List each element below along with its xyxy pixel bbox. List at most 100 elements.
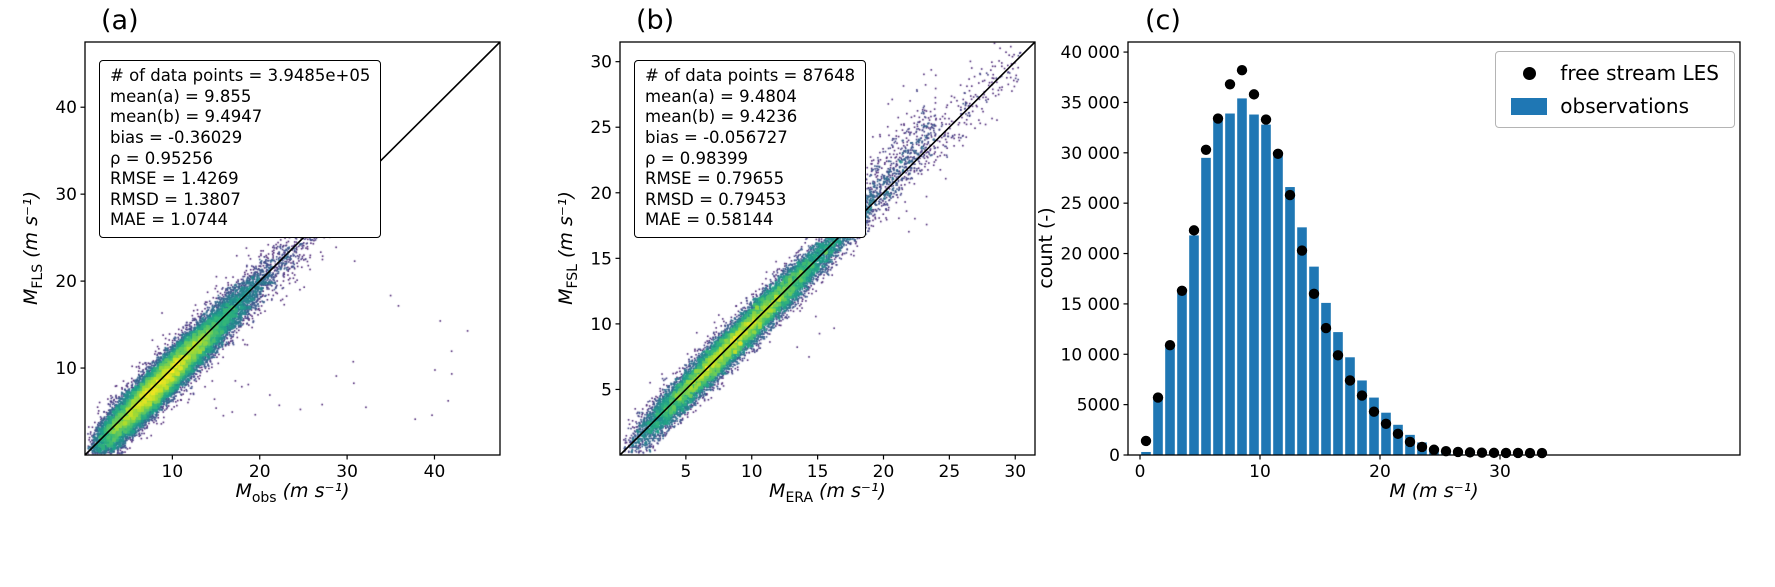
axes-frame: [619, 41, 1036, 456]
axes-frame: [84, 41, 501, 456]
histogram-dot: [1284, 189, 1296, 201]
histogram-bar: [1141, 451, 1151, 455]
histogram-bar: [1321, 302, 1331, 455]
histogram-bar: [1201, 157, 1211, 455]
axis-sub: FSL: [564, 264, 581, 289]
histogram-dot: [1356, 390, 1368, 401]
stats-line: # of data points = 3.9485e+05: [110, 66, 371, 85]
histogram-dot: [1524, 447, 1536, 459]
x-tick-label: 10: [1249, 462, 1271, 482]
y-tick-label: 35 000: [1061, 93, 1120, 113]
stats-line: bias = -0.056727: [645, 127, 788, 147]
histogram-dot: [1212, 113, 1224, 124]
y-tick-label: 30: [590, 53, 612, 73]
stats-line: MAE = 0.58144: [645, 210, 774, 230]
panel-c-xlabel: M (m s⁻¹): [1128, 480, 1740, 506]
x-tick-label: 20: [873, 462, 895, 482]
axis-var: M: [235, 480, 252, 502]
histogram-dot: [1308, 288, 1320, 300]
histogram-dot: [1152, 392, 1164, 403]
histogram-bar: [1225, 113, 1235, 456]
stats-line: ρ = 0.95256: [110, 148, 214, 168]
histogram-bar: [1213, 120, 1223, 455]
y-tick-label: 20 000: [1061, 245, 1120, 265]
histogram-dot: [1500, 447, 1512, 459]
histogram-dot: [1176, 285, 1188, 297]
identity-line: [619, 41, 1036, 456]
histogram-dot: [1344, 375, 1356, 386]
histogram-dot: [1536, 447, 1548, 459]
axis-var: M: [1389, 480, 1406, 502]
legend: free stream LES observations: [1495, 51, 1735, 128]
y-tick-label: 25: [590, 118, 612, 138]
x-tick-label: 25: [939, 462, 961, 482]
histogram-dot: [1428, 444, 1440, 455]
y-tick-label: 5: [601, 380, 612, 400]
histogram-bar: [1285, 187, 1295, 456]
histogram-dot: [1320, 322, 1332, 334]
histogram-dot: [1368, 406, 1380, 417]
axis-units: (m s⁻¹): [819, 480, 886, 502]
histogram-bar: [1177, 292, 1187, 455]
histogram-bar: [1237, 98, 1247, 455]
histogram-dot: [1512, 447, 1524, 459]
legend-handle: [1511, 66, 1547, 80]
legend-handle: [1511, 97, 1548, 115]
y-tick-label: 0: [1109, 446, 1120, 466]
stats-line: ρ = 0.98399: [645, 148, 749, 168]
x-tick-label: 15: [807, 462, 829, 482]
y-tick-label: 25 000: [1061, 194, 1120, 214]
stats-line: RMSE = 0.79655: [645, 169, 785, 189]
y-tick-label: 40 000: [1061, 43, 1120, 63]
panel-a-ylabel: MFLS (m s⁻¹): [20, 191, 46, 305]
y-tick-label: 5000: [1077, 396, 1120, 416]
x-tick-label: 30: [1489, 462, 1511, 482]
y-tick-label: 30: [55, 185, 77, 205]
histogram-dot: [1332, 350, 1344, 361]
histogram-dot: [1188, 225, 1200, 236]
histogram-dot: [1140, 435, 1152, 447]
histogram-dot: [1464, 447, 1476, 458]
legend-entry-free-stream-les: free stream LES: [1511, 61, 1719, 85]
panel-b-title: (b): [636, 5, 675, 36]
panel-a-xlabel: Mobs (m s⁻¹): [85, 480, 500, 506]
x-tick-label: 20: [249, 462, 271, 482]
histogram-dot: [1200, 144, 1212, 155]
axis-units: (m s⁻¹): [555, 191, 578, 259]
y-tick-label: 15: [590, 249, 612, 269]
identity-line: [84, 41, 501, 456]
axis-var: M: [555, 288, 578, 305]
histogram-bar: [1333, 332, 1343, 455]
histogram-dot: [1236, 65, 1248, 76]
stats-line: mean(a) = 9.855: [110, 86, 252, 106]
y-tick-label: 20: [590, 184, 612, 204]
stats-line: RMSE = 1.4269: [110, 169, 239, 189]
y-tick-label: 10 000: [1061, 345, 1120, 365]
panel-b-stats-box: # of data points = 87648 mean(a) = 9.480…: [634, 60, 867, 238]
axis-sub: FLS: [29, 263, 46, 289]
y-tick-label: 20: [55, 272, 77, 292]
histogram-dot: [1440, 445, 1452, 457]
legend-label: free stream LES: [1560, 61, 1719, 85]
axis-units: (m s⁻¹): [1411, 480, 1479, 502]
x-tick-label: 0: [1135, 462, 1146, 482]
axis-sub: obs: [251, 489, 277, 506]
panel-c-title: (c): [1145, 5, 1181, 36]
histogram-bar: [1309, 266, 1319, 455]
panel-a-stats-box: # of data points = 3.9485e+05 mean(a) = …: [99, 60, 382, 238]
histogram-dot: [1416, 441, 1428, 453]
histogram-bar: [1249, 114, 1259, 456]
dot-marker-icon: [1522, 66, 1536, 80]
stats-line: # of data points = 87648: [645, 66, 856, 85]
stats-line: RMSD = 0.79453: [645, 189, 787, 209]
x-tick-label: 10: [162, 462, 184, 482]
axis-units: (m s⁻¹): [282, 480, 350, 502]
histogram-dot: [1248, 89, 1260, 100]
histogram-dot: [1260, 114, 1272, 125]
axes-frame: [1127, 41, 1741, 456]
histogram-dot: [1404, 436, 1416, 448]
x-tick-label: 20: [1369, 462, 1391, 482]
y-tick-label: 10: [590, 315, 612, 335]
